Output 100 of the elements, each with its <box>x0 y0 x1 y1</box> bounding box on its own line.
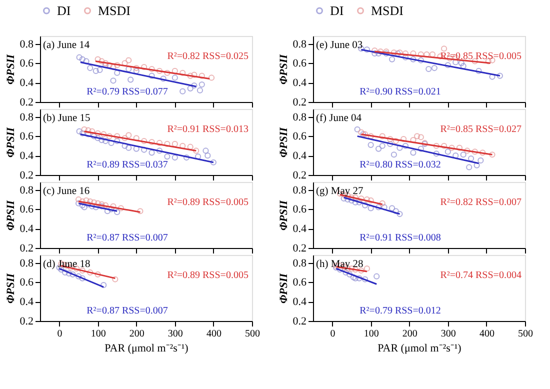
point <box>191 72 198 78</box>
y-tick-label: 0.2 <box>20 170 34 182</box>
point <box>108 206 114 212</box>
y-tick-label: 0.8 <box>292 184 307 196</box>
x-tick-label: 0 <box>57 328 62 340</box>
x-tick-label: 400 <box>479 328 494 340</box>
point <box>172 154 178 161</box>
point <box>114 133 120 140</box>
point <box>362 276 368 282</box>
point <box>148 72 155 79</box>
point <box>410 56 416 62</box>
point <box>414 133 420 140</box>
point <box>88 203 96 210</box>
point <box>372 50 378 57</box>
point <box>94 130 101 136</box>
point <box>441 142 448 149</box>
point <box>83 197 90 204</box>
point <box>79 130 86 136</box>
point <box>148 66 155 72</box>
point <box>141 138 148 144</box>
y-tick-label: 0.6 <box>292 130 307 143</box>
point <box>418 146 424 152</box>
point <box>402 50 409 57</box>
x-tick-label: 300 <box>168 328 183 340</box>
annotation: (h) May 28 <box>316 259 364 270</box>
point <box>94 135 101 142</box>
x-tick-label: 200 <box>129 328 144 340</box>
point <box>352 194 358 201</box>
point <box>364 266 370 272</box>
annotation: (g) May 27 <box>316 186 364 197</box>
point <box>133 64 140 72</box>
point <box>410 50 416 57</box>
y-tick-label: 0.4 <box>292 296 307 308</box>
point <box>156 140 163 146</box>
x-tick-label: 500 <box>518 328 533 340</box>
point <box>194 154 202 160</box>
y-axis-title: ΦPSII <box>4 126 17 158</box>
point <box>75 273 82 280</box>
point <box>187 144 194 150</box>
x-tick-label: 0 <box>330 328 336 340</box>
point <box>112 276 118 282</box>
point <box>456 144 463 151</box>
point <box>172 140 178 147</box>
point <box>418 134 424 140</box>
y-axis-title: ΦPSII <box>278 126 290 158</box>
point <box>433 150 440 157</box>
point <box>100 282 107 288</box>
point <box>83 58 90 64</box>
point <box>342 269 349 276</box>
point <box>96 66 103 74</box>
point <box>208 74 215 81</box>
annotation: R²=0.89 RSS=0.037 <box>86 159 168 170</box>
point <box>410 150 416 156</box>
y-tick-label: 0.6 <box>20 130 34 143</box>
point <box>388 205 396 212</box>
point <box>460 152 466 158</box>
y-tick-label: 0.8 <box>292 257 307 270</box>
annotation: R²=0.87 RSS=0.007 <box>86 305 168 316</box>
annotation: (a) June 14 <box>43 40 90 51</box>
point <box>396 210 403 218</box>
y-tick-label: 0.2 <box>20 96 34 108</box>
annotation: (d) June 18 <box>43 259 90 270</box>
annotation: R²=0.79 RSS=0.077 <box>86 86 168 98</box>
y-tick-label: 0.2 <box>292 242 306 254</box>
y-tick-label: 0.4 <box>20 296 34 308</box>
point <box>114 70 120 76</box>
point <box>433 142 440 149</box>
point <box>379 142 386 149</box>
point <box>187 85 194 92</box>
point <box>75 196 82 203</box>
y-axis-title: ΦPSII <box>278 54 290 85</box>
y-tick-label: 0.4 <box>20 150 34 162</box>
point <box>444 148 451 155</box>
point <box>348 197 355 204</box>
point <box>76 54 82 60</box>
point <box>375 146 382 152</box>
point <box>390 49 397 56</box>
y-tick-label: 0.4 <box>20 223 34 236</box>
point <box>478 157 484 164</box>
annotation: R²=0.90 RSS=0.021 <box>360 86 441 98</box>
y-axis-title: ΦPSII <box>278 200 290 231</box>
point <box>368 133 374 140</box>
point <box>489 152 496 158</box>
point <box>381 204 388 210</box>
point <box>418 57 424 64</box>
point <box>204 152 211 159</box>
point <box>424 51 430 58</box>
point <box>196 87 204 94</box>
x-tick-label: 500 <box>245 328 260 340</box>
y-tick-label: 0.8 <box>292 38 307 50</box>
point <box>368 142 374 148</box>
legend-label: DI <box>330 2 344 18</box>
y-tick-label: 0.6 <box>292 276 307 289</box>
point <box>98 137 105 144</box>
point <box>87 198 94 204</box>
point <box>426 66 432 72</box>
annotation: R²=0.85 RSS=0.005 <box>440 50 522 62</box>
point <box>392 208 399 214</box>
x-tick-label: 400 <box>206 328 222 340</box>
point <box>350 274 357 280</box>
